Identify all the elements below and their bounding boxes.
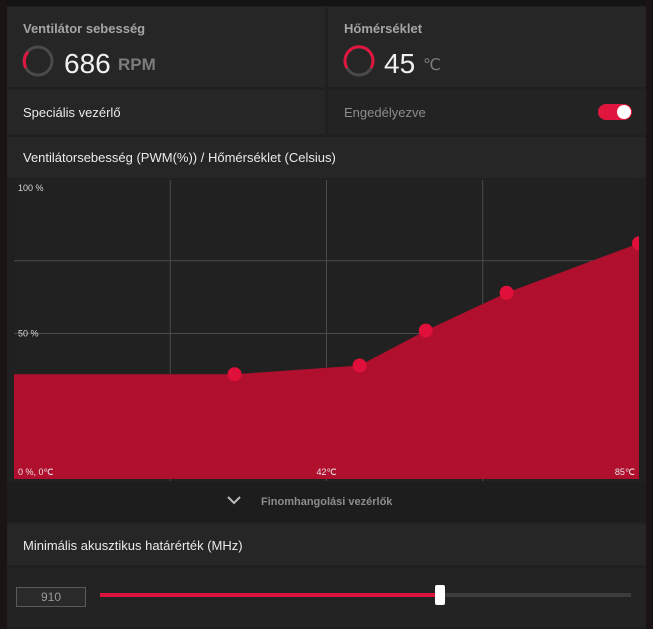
finetune-toggle[interactable]: Finomhangolási vezérlők: [7, 482, 646, 522]
acoustic-label: Minimális akusztikus határérték (MHz): [23, 538, 243, 553]
y-tick-label: 50 %: [18, 329, 39, 339]
curve-point[interactable]: [227, 367, 242, 382]
curve-point[interactable]: [418, 323, 433, 338]
fan-curve-chart-area: 100 % 50 % 0 %, 0℃ 42℃ 85℃: [14, 180, 646, 481]
chevron-down-icon: [227, 496, 241, 505]
temperature-value: 45: [384, 48, 416, 79]
y-tick-label: 100 %: [18, 183, 44, 193]
toggle-knob: [617, 105, 631, 119]
special-state-label: Engedélyezve: [344, 105, 426, 120]
acoustic-slider-track[interactable]: [100, 593, 631, 597]
curve-point[interactable]: [352, 358, 367, 373]
x-tick-label: 0 %, 0℃: [18, 467, 54, 477]
special-control-state: Engedélyezve: [328, 90, 646, 134]
fan-speed-label: Ventilátor sebesség: [23, 21, 146, 36]
fan-speed-card: Ventilátor sebesség 686 RPM: [7, 7, 325, 87]
fan-speed-value: 686: [64, 48, 111, 79]
fan-gauge-icon: [22, 45, 54, 77]
chart-header: Ventilátorsebesség (PWM(%)) / Hőmérsékle…: [7, 137, 646, 178]
special-control-row: Speciális vezérlő: [7, 90, 325, 134]
acoustic-value-input[interactable]: 910: [16, 587, 86, 607]
chart-title: Ventilátorsebesség (PWM(%)) / Hőmérsékle…: [23, 150, 336, 165]
special-control-toggle[interactable]: [598, 104, 632, 120]
acoustic-slider-thumb[interactable]: [434, 585, 445, 605]
special-control-label: Speciális vezérlő: [23, 105, 121, 120]
temperature-gauge-icon: [343, 45, 375, 77]
curve-area: [14, 243, 639, 479]
fan-curve-chart[interactable]: 100 % 50 % 0 %, 0℃ 42℃ 85℃: [14, 180, 646, 481]
acoustic-slider-fill: [100, 593, 440, 597]
top-divider: [7, 0, 646, 6]
acoustic-slider-row: [7, 568, 646, 626]
acoustic-header: Minimális akusztikus határérték (MHz): [7, 524, 646, 565]
temperature-card: Hőmérséklet 45 ℃: [328, 7, 646, 87]
x-tick-label: 42℃: [316, 467, 336, 477]
x-tick-label: 85℃: [615, 467, 635, 477]
temperature-unit: ℃: [423, 57, 441, 74]
temperature-label: Hőmérséklet: [344, 21, 423, 36]
curve-point[interactable]: [499, 285, 514, 300]
finetune-label: Finomhangolási vezérlők: [261, 496, 393, 508]
fan-speed-unit: RPM: [118, 55, 156, 74]
